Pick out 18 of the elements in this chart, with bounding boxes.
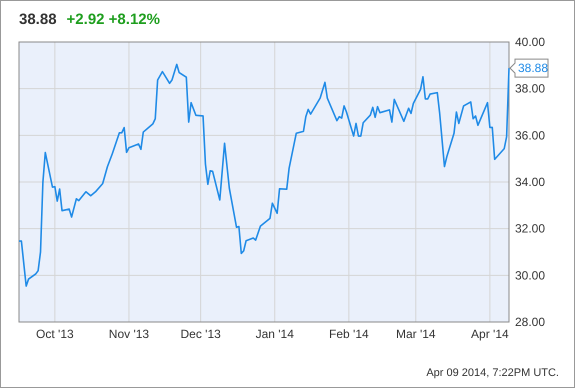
y-tick-label: 36.00 <box>515 128 546 142</box>
x-tick-label: Nov '13 <box>108 327 150 341</box>
x-tick-label: Mar '14 <box>396 327 436 341</box>
text: Apr 09 2014, 7:22PM UTC. <box>426 367 559 379</box>
chart-subtitle: +2.92 +8.12% <box>66 11 160 28</box>
x-tick-label: Dec '13 <box>180 327 222 341</box>
annotation: 38.88 <box>518 61 548 76</box>
y-tick-label: 30.00 <box>515 268 546 282</box>
y-tick-label: 32.00 <box>515 222 546 236</box>
x-tick-label: Apr '14 <box>471 327 510 341</box>
x-tick-label: Jan '14 <box>256 327 294 341</box>
x-tick-label: Feb '14 <box>329 327 369 341</box>
x-tick-label: Oct '13 <box>36 327 74 341</box>
y-tick-label: 40.00 <box>515 35 546 49</box>
y-tick-label: 38.00 <box>515 82 546 96</box>
y-tick-label: 34.00 <box>515 175 546 189</box>
chart-title: 38.88 <box>19 11 57 28</box>
y-tick-label: 28.00 <box>515 315 546 329</box>
